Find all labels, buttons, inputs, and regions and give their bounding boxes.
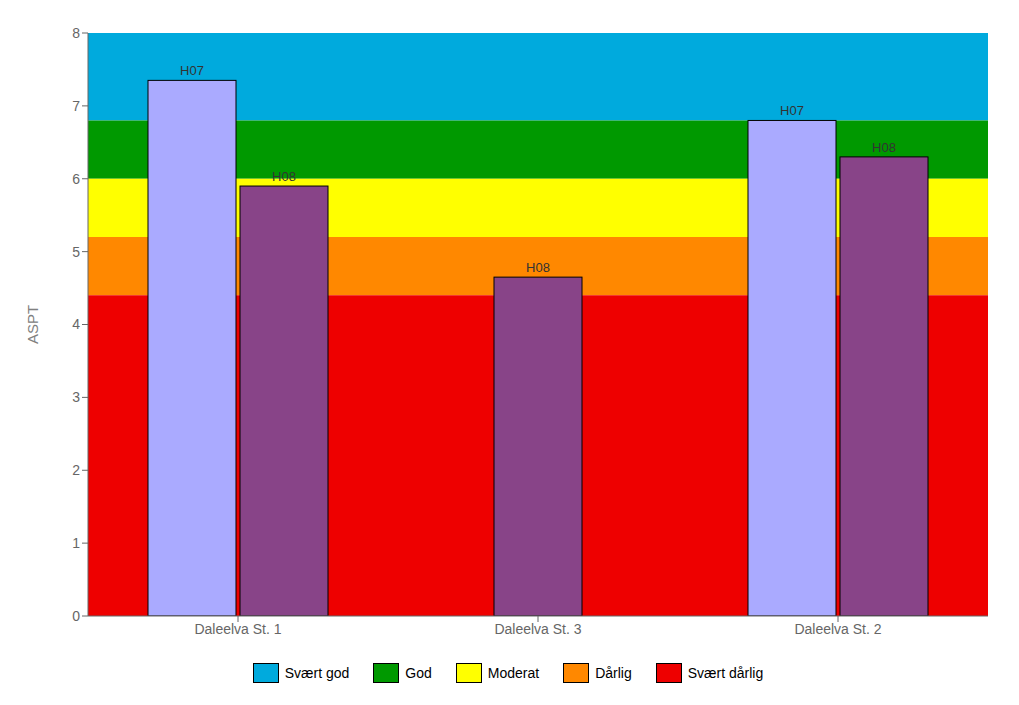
svg-text:2: 2 <box>72 462 80 478</box>
svg-text:5: 5 <box>72 244 80 260</box>
html-text:God: God <box>405 665 432 681</box>
svg-text:Daleelva St. 2: Daleelva St. 2 <box>794 621 881 637</box>
svg-text:H08: H08 <box>526 260 550 275</box>
svg-text:ASPT: ASPT <box>24 305 41 344</box>
svg-text:3: 3 <box>72 389 80 405</box>
svg-text:Daleelva St. 3: Daleelva St. 3 <box>494 621 581 637</box>
svg-text:1: 1 <box>72 535 80 551</box>
html-text:Svært god: Svært god <box>284 665 350 681</box>
svg-text:H08: H08 <box>272 169 296 184</box>
svg-text:0: 0 <box>72 608 80 624</box>
svg-text:7: 7 <box>72 98 80 114</box>
html-text:Moderat: Moderat <box>487 665 540 681</box>
svg-text:H07: H07 <box>180 63 204 78</box>
svg-text:4: 4 <box>72 316 80 332</box>
svg-text:6: 6 <box>72 171 80 187</box>
html-text:Svært dårlig: Svært dårlig <box>687 665 764 681</box>
svg-text:8: 8 <box>72 25 80 41</box>
svg-text:H07: H07 <box>780 103 804 118</box>
svg-text:H08: H08 <box>872 140 896 155</box>
svg-text:Daleelva St. 1: Daleelva St. 1 <box>194 621 281 637</box>
html-text:Dårlig: Dårlig <box>595 665 632 681</box>
